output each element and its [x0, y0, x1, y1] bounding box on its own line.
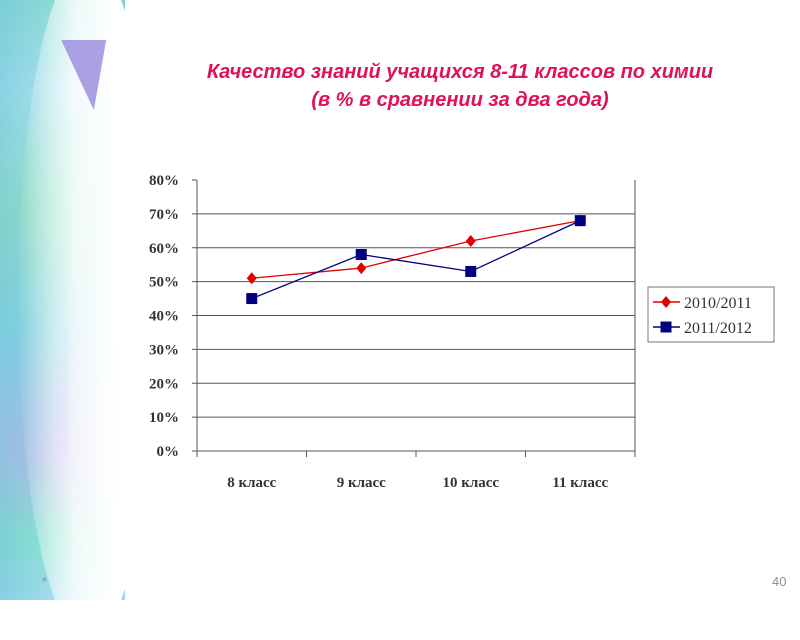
y-tick-label: 40% [149, 309, 179, 325]
decorative-curve [18, 0, 158, 640]
data-point [246, 293, 258, 305]
legend-marker [661, 296, 671, 308]
data-point [465, 234, 476, 247]
legend-label: 2010/2011 [684, 295, 752, 312]
y-tick-label: 70% [149, 207, 179, 223]
chart-title: Качество знаний учащихся 8-11 классов по… [206, 61, 714, 83]
data-point [574, 215, 586, 227]
y-tick-label: 30% [149, 342, 179, 358]
legend-box [647, 286, 775, 343]
series-line-2011/2012 [251, 220, 581, 300]
data-point [356, 262, 367, 275]
x-tick-label: 8 класс [227, 475, 276, 491]
x-tick-label: 10 класс [442, 475, 499, 491]
series-line-2010/2011 [251, 220, 581, 279]
line-chart: 0% 10% 20% 30% 40% 50% 60% 70% 80% 8 класс 9 класс… [149, 173, 775, 491]
y-tick-label: 80% [149, 173, 179, 189]
y-tick-label: 10% [149, 410, 179, 426]
x-tick-label: 9 класс [337, 475, 386, 491]
data-point [355, 249, 367, 261]
chart-title-block: Качество знаний учащихся 8-11 классов по… [140, 58, 780, 114]
legend-label: 2011/2012 [684, 320, 752, 337]
y-tick-label: 60% [149, 241, 179, 257]
footer-asterisk: * [42, 574, 48, 589]
data-point [246, 272, 257, 285]
y-tick-label: 20% [149, 376, 179, 392]
x-tick-label: 11 класс [552, 475, 608, 491]
legend-marker [660, 321, 672, 333]
page-number: 40 [772, 574, 787, 589]
data-point [465, 265, 477, 277]
y-tick-label: 50% [149, 275, 179, 291]
chart-subtitle: (в % в сравнении за два года) [311, 89, 609, 111]
y-tick-label: 0% [157, 444, 180, 460]
